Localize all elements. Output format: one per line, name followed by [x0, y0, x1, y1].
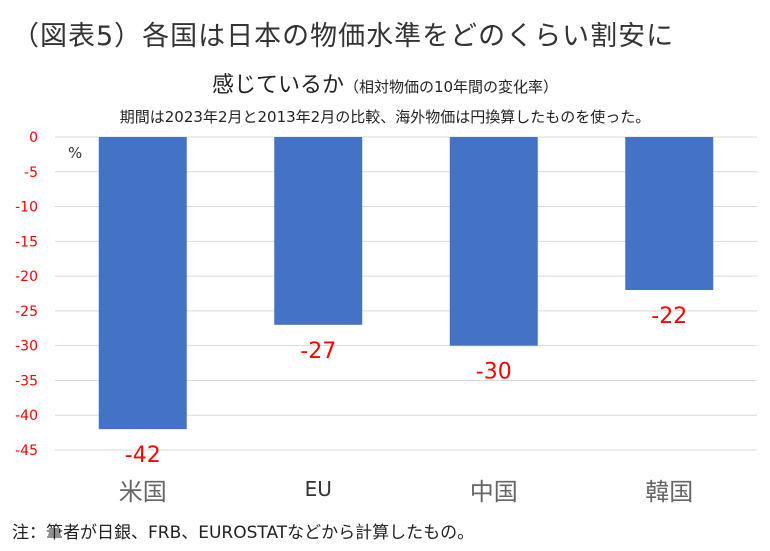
bar: [625, 137, 714, 291]
chart-subtitle: 期間は2023年2月と2013年2月の比較、海外物価は円換算したものを使った。: [119, 108, 651, 126]
x-tick-label: 韓国: [645, 478, 693, 506]
data-label: -30: [476, 360, 512, 385]
x-tick-label: EU: [305, 477, 332, 501]
y-tick-label: -10: [15, 200, 38, 216]
y-axis-unit-label: %: [68, 144, 82, 162]
figure-title: （図表5）各国は日本の物価水準をどのくらい割安に: [12, 21, 675, 52]
y-tick-labels: 0 -5 -10 -15 -20 -25 -30 -35 -40 -45: [15, 130, 38, 459]
y-tick-label: -40: [15, 408, 38, 424]
y-tick-label: -15: [15, 234, 38, 250]
chart-title: 感じているか（相対物価の10年間の変化率）: [0, 67, 770, 99]
y-tick-label: -20: [15, 269, 38, 285]
x-tick-label: 中国: [470, 478, 518, 506]
y-tick-label: -5: [24, 165, 38, 181]
y-tick-label: -25: [15, 304, 38, 320]
bar: [98, 137, 187, 430]
data-label: -42: [125, 443, 161, 468]
chart-title-main: 感じているか: [211, 73, 344, 98]
bar: [274, 137, 363, 325]
y-tick-label: -45: [15, 443, 38, 459]
data-labels: -42 -27 -30 -22: [125, 304, 687, 468]
y-tick-label: -30: [15, 339, 38, 355]
x-tick-labels: 米国 EU 中国 韓国: [119, 477, 694, 506]
chart-title-suffix: （相対物価の10年間の変化率）: [343, 78, 559, 96]
bar: [449, 137, 538, 346]
x-tick-label: 米国: [119, 478, 167, 506]
y-tick-label: -35: [15, 373, 38, 389]
y-tick-label: 0: [29, 130, 38, 146]
data-label: -27: [300, 339, 336, 364]
bars: [98, 137, 714, 430]
data-label: -22: [651, 304, 687, 329]
footnote: 注：筆者が日銀、FRB、EUROSTATなどから計算したもの。: [12, 523, 475, 543]
